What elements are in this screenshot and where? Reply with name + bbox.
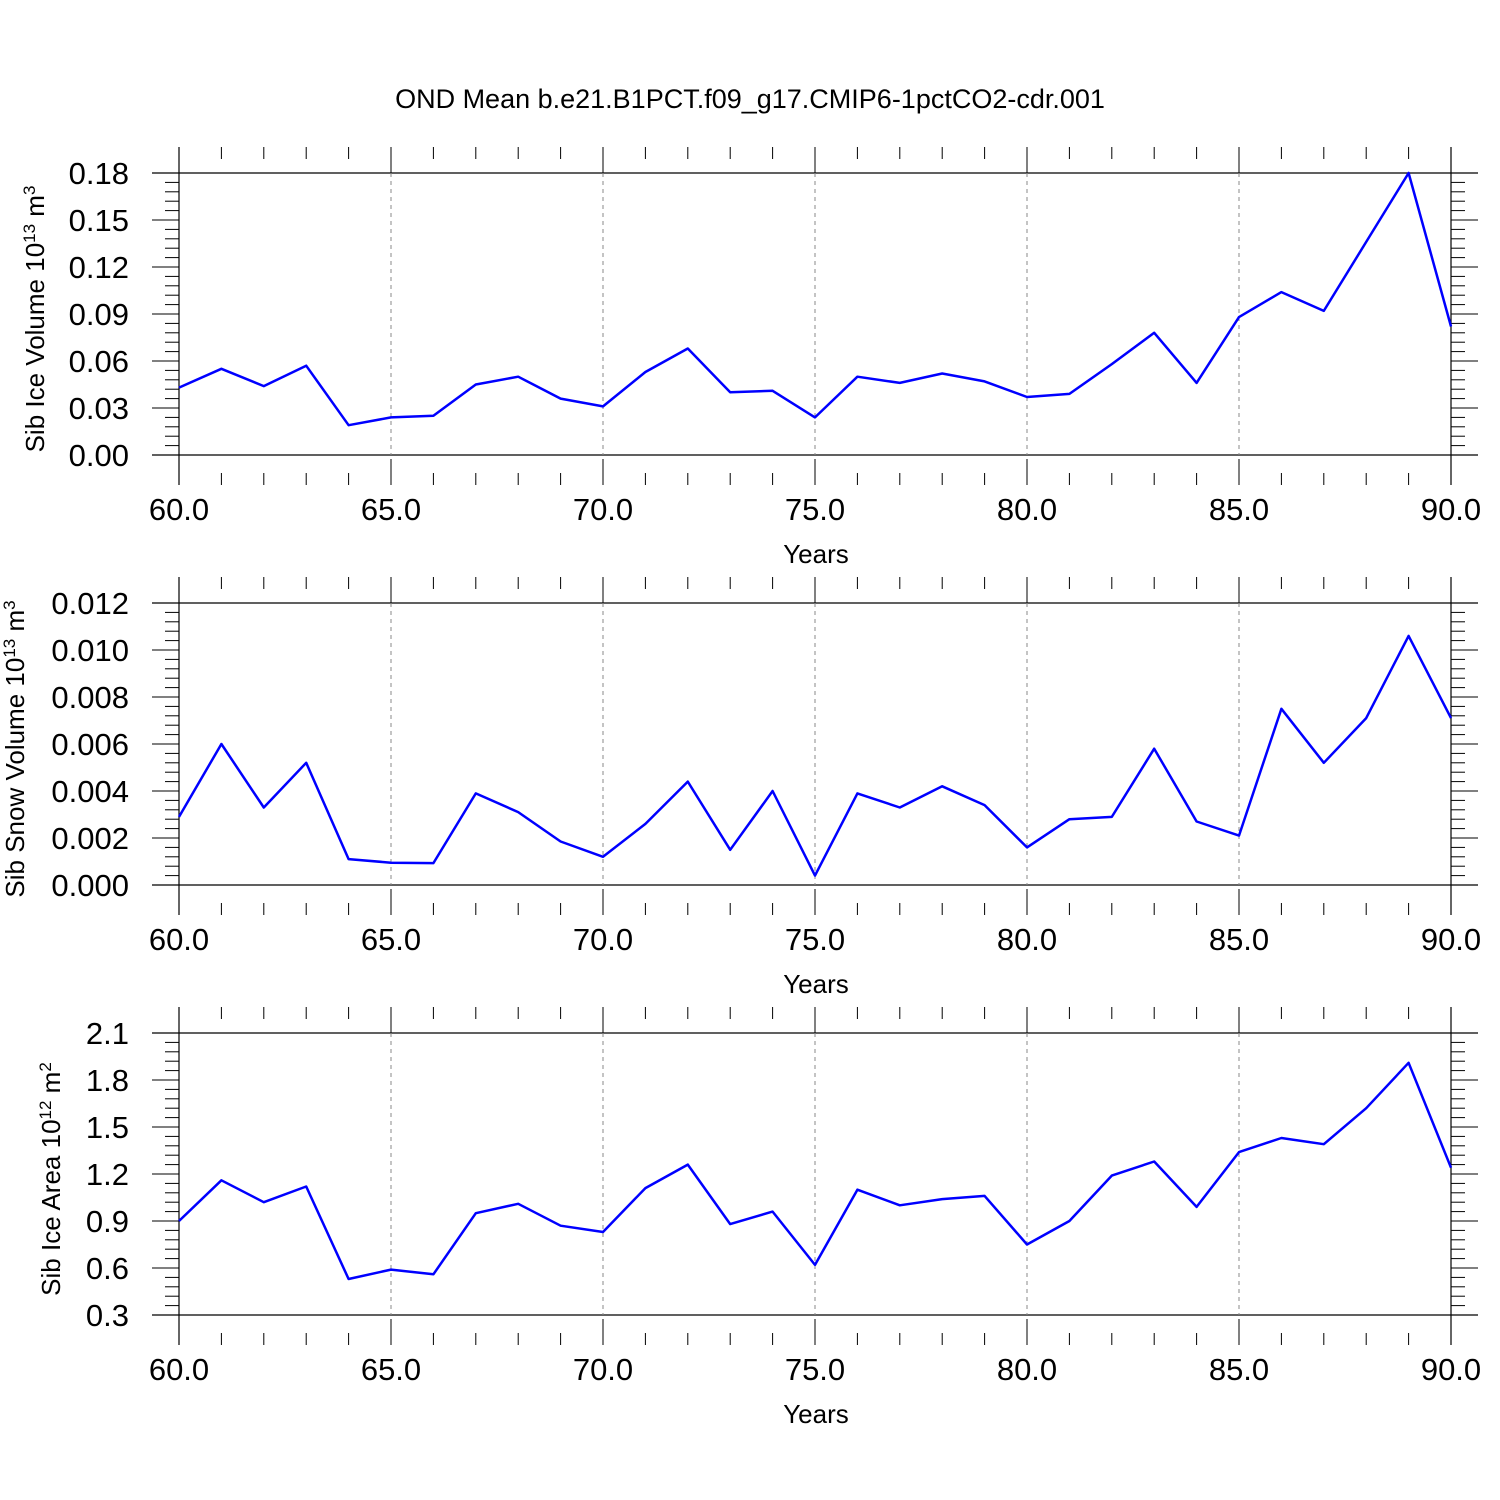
chart-panel-2: 60.0 65.0 70.0 75.0 80.0 85.0 90.0 Years 0.000 0.… — [0, 577, 1481, 999]
x-axis-title: Years — [783, 969, 849, 999]
y-tick-label: 0.010 — [51, 633, 129, 668]
y-axis-title-part: Sib Ice Area 10 — [36, 1119, 66, 1295]
x-tick-label: 85.0 — [1209, 922, 1269, 957]
series-line — [178, 171, 1453, 427]
y-axis-title: Sib Ice Volume 1013 m3 — [20, 186, 51, 453]
x-tick-label: 75.0 — [785, 922, 845, 957]
y-tick-label: 0.09 — [69, 297, 129, 332]
x-tick-label: 75.0 — [785, 492, 845, 527]
x-axis-title: Years — [783, 539, 849, 569]
y-tick-label: 0.9 — [86, 1204, 129, 1239]
y-tick-label: 0.000 — [51, 868, 129, 903]
y-tick-label: 0.06 — [69, 344, 129, 379]
y-axis-title: Sib Ice Area 1012 m2 — [36, 1062, 67, 1296]
chart-title: OND Mean b.e21.B1PCT.f09_g17.CMIP6-1pctC… — [395, 84, 1105, 114]
y-axis-title-part: m — [36, 1072, 66, 1101]
x-tick-label: 65.0 — [361, 492, 421, 527]
y-tick-label: 0.12 — [69, 250, 129, 285]
chart-panel-3: 60.0 65.0 70.0 75.0 80.0 85.0 90.0 Years 0.3 0.6 0… — [36, 1007, 1481, 1429]
y-tick-label: 2.1 — [86, 1016, 129, 1051]
y-tick-label: 1.8 — [86, 1063, 129, 1098]
x-axis-title: Years — [783, 1399, 849, 1429]
x-tick-label: 65.0 — [361, 1352, 421, 1387]
y-tick-label: 0.002 — [51, 821, 129, 856]
x-tick-label: 85.0 — [1209, 1352, 1269, 1387]
x-tick-label: 80.0 — [997, 922, 1057, 957]
x-tick-label: 90.0 — [1421, 492, 1481, 527]
chart-panel-1: 60.0 65.0 70.0 75.0 80.0 85.0 90.0 Years 0.00 0.0… — [20, 147, 1481, 569]
x-tick-label: 60.0 — [149, 1352, 209, 1387]
y-tick-label: 0.15 — [69, 203, 129, 238]
x-tick-label: 60.0 — [149, 922, 209, 957]
y-axis-title-part: Sib Snow Volume 10 — [0, 658, 30, 898]
y-tick-label: 0.012 — [51, 586, 129, 621]
y-tick-label: 0.008 — [51, 680, 129, 715]
y-axis-title-superscript: 2 — [36, 1062, 55, 1071]
y-tick-label: 0.6 — [86, 1251, 129, 1286]
x-tick-label: 80.0 — [997, 492, 1057, 527]
y-axis-title-superscript: 12 — [36, 1101, 55, 1120]
y-axis-title-superscript: 3 — [0, 600, 19, 609]
x-tick-label: 80.0 — [997, 1352, 1057, 1387]
y-axis-title-part: m — [20, 195, 50, 224]
y-axis-title-superscript: 13 — [0, 639, 19, 658]
y-axis-title-superscript: 13 — [20, 224, 39, 243]
y-tick-label: 0.004 — [51, 774, 129, 809]
x-tick-label: 75.0 — [785, 1352, 845, 1387]
y-axis-title-superscript: 3 — [20, 186, 39, 195]
y-axis-title: Sib Snow Volume 1013 m3 — [0, 600, 30, 897]
x-tick-label: 90.0 — [1421, 922, 1481, 957]
x-tick-label: 70.0 — [573, 922, 633, 957]
x-tick-label: 85.0 — [1209, 492, 1269, 527]
x-tick-label: 60.0 — [149, 492, 209, 527]
x-tick-label: 65.0 — [361, 922, 421, 957]
y-tick-label: 0.03 — [69, 391, 129, 426]
y-tick-label: 0.006 — [51, 727, 129, 762]
y-tick-label: 1.2 — [86, 1157, 129, 1192]
x-tick-label: 90.0 — [1421, 1352, 1481, 1387]
y-tick-label: 0.00 — [69, 438, 129, 473]
y-axis-title-part: m — [0, 610, 30, 639]
y-tick-label: 0.3 — [86, 1298, 129, 1333]
y-axis-title-part: Sib Ice Volume 10 — [20, 243, 50, 453]
y-tick-label: 1.5 — [86, 1110, 129, 1145]
y-tick-label: 0.18 — [69, 156, 129, 191]
x-tick-label: 70.0 — [573, 1352, 633, 1387]
x-tick-label: 70.0 — [573, 492, 633, 527]
